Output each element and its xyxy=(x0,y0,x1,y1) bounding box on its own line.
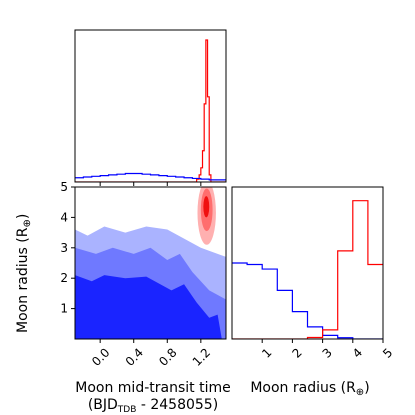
radius-hist-frame xyxy=(231,186,384,340)
radius-hist-xtick-label: 1 xyxy=(259,345,274,360)
contour-ytick-label: 2 xyxy=(60,271,68,285)
x-axis-label-time: Moon mid-transit time xyxy=(75,380,231,396)
contour-ytick-label: 4 xyxy=(60,210,68,224)
y-axis-label: Moon radius (R⊕) xyxy=(15,213,33,333)
x-axis-label-time-units: (BJDTDB - 2458055) xyxy=(87,397,219,415)
contour-ytick-label: 5 xyxy=(60,180,68,194)
time-hist-prior-line xyxy=(75,172,226,181)
radius-hist-xtick-label: 2 xyxy=(289,345,304,360)
blue-contour-level-3 xyxy=(75,275,222,339)
time-histogram-panel xyxy=(74,29,227,186)
radius-hist-xtick-label: 4 xyxy=(350,345,365,360)
time-hist-posterior-line xyxy=(75,39,226,182)
radius-hist-prior-line xyxy=(232,262,383,339)
radius-hist-posterior-line xyxy=(232,200,383,339)
contour-xtick-label: 1.2 xyxy=(190,345,213,368)
radius-hist-xtick-label: 5 xyxy=(380,345,395,360)
time-hist-frame xyxy=(74,29,227,183)
x-axis-label-radius: Moon radius (R⊕) xyxy=(250,380,370,398)
contour-ytick-label: 3 xyxy=(60,241,68,255)
radius-hist-xtick-label: 3 xyxy=(320,345,335,360)
joint-contour-panel: 0.0 0.4 0.8 1.2 1 2 3 4 5 xyxy=(60,180,227,369)
contour-xtick-label: 0.0 xyxy=(89,345,112,368)
contour-ytick-label: 1 xyxy=(60,302,68,316)
contour-xtick-label: 0.4 xyxy=(123,345,146,368)
red-contour-level-3 xyxy=(203,196,210,218)
contour-xtick-label: 0.8 xyxy=(156,345,179,368)
contour-frame xyxy=(74,186,227,340)
